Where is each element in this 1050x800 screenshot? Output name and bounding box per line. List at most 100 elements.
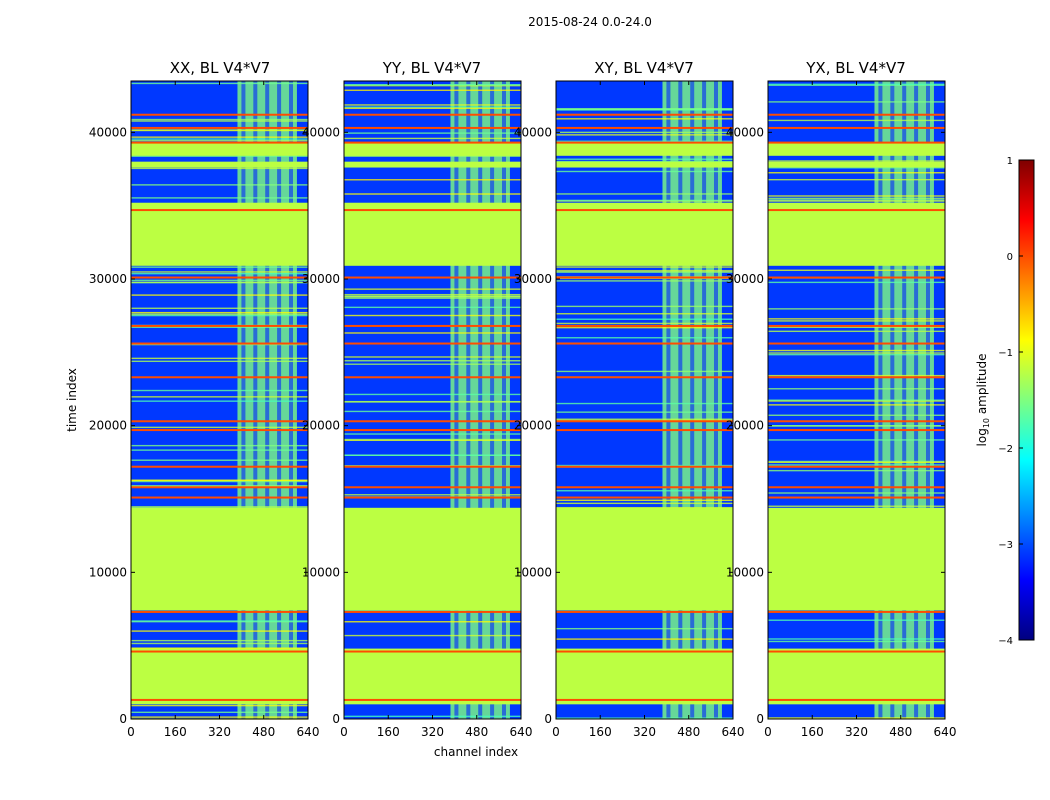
flagged-time-range — [768, 202, 945, 266]
y-tick-label: 10000 — [302, 565, 340, 579]
hot-time-row — [768, 113, 945, 116]
hot-time-row — [131, 650, 308, 653]
hot-time-row — [344, 324, 521, 327]
time-stripe — [344, 89, 521, 91]
hot-time-row — [556, 113, 733, 116]
colorbar-tick-label: 1 — [1007, 156, 1013, 167]
time-stripe — [131, 479, 308, 482]
time-stripe — [768, 505, 945, 507]
x-tick-label: 640 — [297, 725, 320, 739]
time-stripe — [768, 461, 945, 464]
time-stripe — [131, 271, 308, 273]
hot-time-row — [556, 650, 733, 653]
rfi-gap — [288, 81, 293, 719]
hot-time-row — [131, 342, 308, 345]
hot-time-row — [344, 126, 521, 129]
panel-xx: XX, BL V4*V7 time index 0 160 320 480 640 0 10… — [65, 59, 319, 739]
time-stripe — [556, 411, 733, 413]
time-stripe — [768, 101, 945, 103]
time-stripe — [344, 363, 521, 365]
time-stripe — [131, 118, 308, 121]
time-stripe — [556, 506, 733, 509]
time-stripe — [768, 349, 945, 352]
hot-time-row — [131, 496, 308, 499]
rfi-gap — [253, 81, 258, 719]
time-stripe — [556, 266, 733, 268]
rfi-gap — [466, 81, 471, 719]
time-stripe — [556, 322, 733, 325]
rfi-gap — [666, 81, 671, 719]
time-stripe — [768, 84, 945, 86]
time-stripe — [344, 410, 521, 413]
time-stripe — [344, 107, 521, 109]
time-stripe — [131, 311, 308, 314]
y-tick-label: 20000 — [302, 419, 340, 433]
time-stripe — [768, 178, 945, 181]
time-stripe — [344, 401, 521, 403]
time-stripe — [768, 167, 945, 169]
time-stripe — [131, 711, 308, 714]
hot-time-row — [556, 496, 733, 499]
time-stripe — [131, 426, 308, 429]
flagged-time-range — [768, 142, 945, 156]
hot-time-row — [131, 429, 308, 432]
time-stripe — [768, 404, 945, 406]
hot-time-row — [768, 610, 945, 613]
time-stripe — [131, 400, 308, 402]
hot-time-row — [768, 141, 945, 144]
hot-time-row — [344, 420, 521, 423]
flagged-time-range — [556, 648, 733, 705]
time-stripe — [556, 502, 733, 505]
time-stripe — [556, 490, 733, 492]
panel-title: YX, BL V4*V7 — [805, 59, 906, 77]
y-tick-label: 10000 — [89, 565, 127, 579]
time-stripe — [768, 640, 945, 643]
time-stripe — [131, 357, 308, 360]
time-stripe — [768, 172, 945, 174]
hot-time-row — [131, 209, 308, 212]
colorbar-gradient — [1018, 159, 1035, 641]
hot-time-row — [768, 698, 945, 701]
x-tick-label: 640 — [934, 725, 957, 739]
time-stripe — [556, 313, 733, 315]
colorbar-label: log10 amplitude — [975, 354, 991, 447]
heatmap-plot: 0 160 320 480 640 0 10000 20000 30000 40000 — [89, 80, 320, 739]
hot-time-row — [131, 610, 308, 613]
rfi-gap — [490, 81, 495, 719]
y-tick-label: 0 — [544, 712, 552, 726]
hot-time-row — [344, 496, 521, 499]
time-stripe — [556, 109, 733, 111]
x-tick-label: 0 — [340, 725, 348, 739]
hot-time-row — [344, 429, 521, 432]
time-stripe — [344, 621, 521, 623]
x-tick-label: 480 — [465, 725, 488, 739]
hot-time-row — [768, 342, 945, 345]
time-stripe — [131, 307, 308, 309]
hot-time-row — [344, 650, 521, 653]
hot-time-row — [768, 650, 945, 653]
time-stripe — [768, 320, 945, 322]
x-tick-label: 0 — [127, 725, 135, 739]
x-tick-label: 640 — [722, 725, 745, 739]
heatmap-plot: 0 160 320 480 640 0 10000 20000 30000 40000 — [726, 80, 957, 739]
hot-time-row — [131, 465, 308, 468]
time-stripe — [556, 271, 733, 273]
hot-time-row — [768, 276, 945, 279]
colorbar-tick-label: −3 — [998, 540, 1013, 551]
hot-time-row — [556, 141, 733, 144]
time-stripe — [556, 131, 733, 134]
time-stripe — [556, 118, 733, 120]
hot-time-row — [344, 486, 521, 489]
hot-time-row — [556, 610, 733, 613]
rfi-gap — [277, 81, 282, 719]
time-stripe — [131, 120, 308, 122]
time-stripe — [556, 627, 733, 630]
time-stripe — [768, 318, 945, 320]
time-stripe — [131, 630, 308, 632]
hot-time-row — [768, 126, 945, 129]
time-stripe — [131, 272, 308, 275]
time-stripe — [768, 414, 945, 416]
flagged-time-range — [556, 142, 733, 156]
time-stripe — [131, 360, 308, 363]
flagged-time-range — [344, 142, 521, 156]
